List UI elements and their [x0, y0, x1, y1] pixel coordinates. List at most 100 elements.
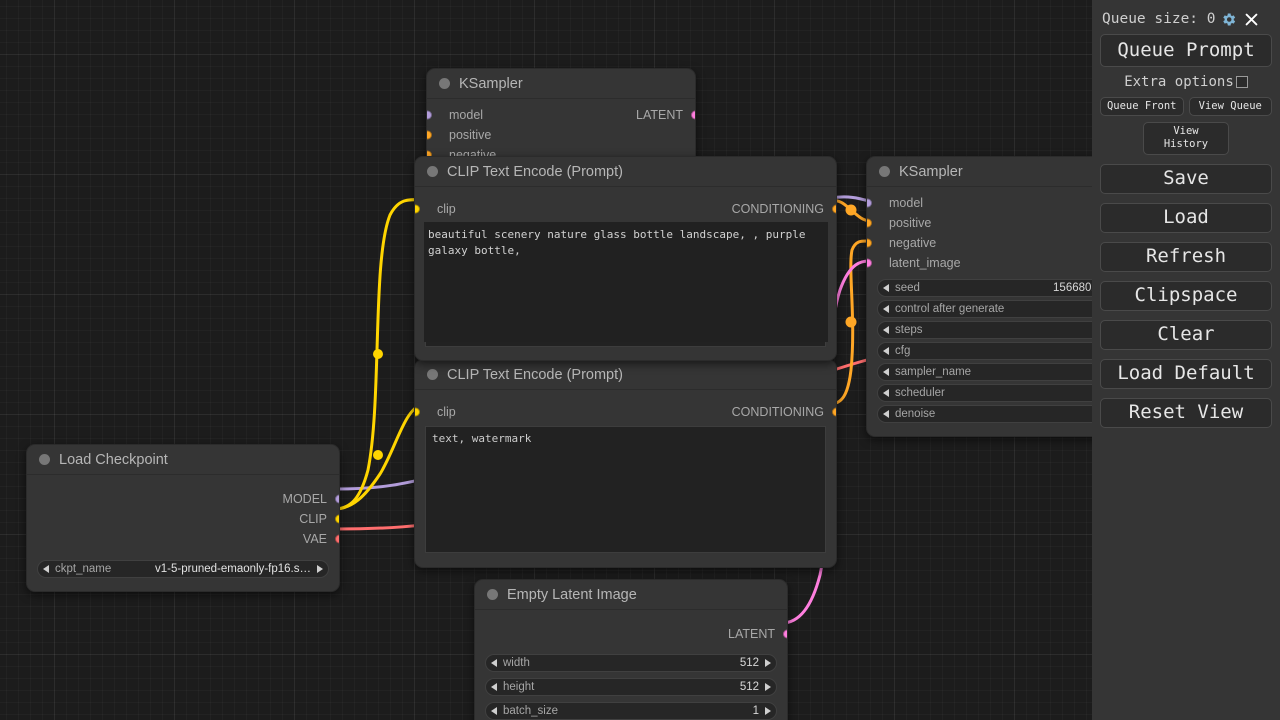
refresh-button[interactable]: Refresh: [1100, 242, 1272, 273]
widget-value-seed[interactable]: 1566802087: [1053, 282, 1092, 294]
widget-batch-size[interactable]: batch_size 1: [485, 702, 777, 720]
slot-row-negative[interactable]: negative: [867, 233, 1092, 253]
widget-label-height: height: [503, 681, 535, 693]
output-dot-latent[interactable]: [782, 629, 787, 639]
decrement-arrow-icon[interactable]: [883, 284, 889, 292]
slot-row-model-out[interactable]: MODEL: [27, 489, 339, 509]
increment-arrow-icon[interactable]: [317, 565, 323, 573]
output-dot-clip[interactable]: [334, 514, 339, 524]
graph-canvas[interactable]: KSampler model LATENT positive negative …: [0, 0, 1092, 720]
widget-label-width: width: [503, 657, 530, 669]
decrement-arrow-icon[interactable]: [883, 305, 889, 313]
reset-view-button[interactable]: Reset View: [1100, 398, 1272, 429]
input-label-model: model: [449, 108, 484, 122]
decrement-arrow-icon[interactable]: [883, 347, 889, 355]
node-title-bar[interactable]: KSampler: [427, 69, 695, 99]
decrement-arrow-icon[interactable]: [883, 368, 889, 376]
slot-row-vae-out[interactable]: VAE: [27, 529, 339, 549]
widget-value-width[interactable]: 512: [739, 657, 759, 669]
output-dot-conditioning[interactable]: [831, 204, 836, 214]
widget-scheduler[interactable]: scheduler: [877, 384, 1092, 402]
prompt-textarea-editor[interactable]: [424, 222, 828, 342]
input-dot-positive[interactable]: [867, 218, 872, 228]
decrement-arrow-icon[interactable]: [43, 565, 49, 573]
slot-row-clip[interactable]: clip CONDITIONING: [415, 199, 836, 219]
widget-ckpt-name[interactable]: ckpt_name v1-5-pruned-emaonly-fp16.s…: [37, 560, 329, 578]
clipspace-button[interactable]: Clipspace: [1100, 281, 1272, 312]
collapse-toggle-icon[interactable]: [879, 166, 890, 177]
node-title-bar[interactable]: Empty Latent Image: [475, 580, 787, 610]
output-dot-vae[interactable]: [334, 534, 339, 544]
node-clip-text-encode-negative[interactable]: CLIP Text Encode (Prompt) clip CONDITION…: [414, 359, 837, 568]
collapse-toggle-icon[interactable]: [427, 369, 438, 380]
extra-options-row[interactable]: Extra options: [1100, 74, 1272, 90]
decrement-arrow-icon[interactable]: [883, 389, 889, 397]
view-history-button[interactable]: View History: [1143, 122, 1229, 156]
collapse-toggle-icon[interactable]: [439, 78, 450, 89]
widget-cfg[interactable]: cfg: [877, 342, 1092, 360]
collapse-toggle-icon[interactable]: [39, 454, 50, 465]
input-dot-negative[interactable]: [867, 238, 872, 248]
widget-value-batch-size[interactable]: 1: [752, 705, 759, 717]
increment-arrow-icon[interactable]: [765, 683, 771, 691]
decrement-arrow-icon[interactable]: [883, 326, 889, 334]
slot-row-latent-out[interactable]: LATENT: [475, 624, 787, 644]
widget-label-control-after-generate: control after generate: [895, 303, 1005, 315]
widget-value-ckpt-name[interactable]: v1-5-pruned-emaonly-fp16.s…: [155, 563, 311, 575]
extra-options-checkbox[interactable]: [1235, 76, 1248, 88]
widget-width[interactable]: width 512: [485, 654, 777, 672]
node-title-bar[interactable]: CLIP Text Encode (Prompt): [415, 360, 836, 390]
input-dot-clip[interactable]: [415, 204, 420, 214]
save-button[interactable]: Save: [1100, 164, 1272, 195]
slot-row-model[interactable]: model: [867, 193, 1092, 213]
node-title-label: KSampler: [899, 163, 963, 180]
collapse-toggle-icon[interactable]: [427, 166, 438, 177]
output-label-conditioning: CONDITIONING: [731, 202, 824, 216]
node-load-checkpoint[interactable]: Load Checkpoint MODEL CLIP VAE ckpt_name…: [26, 444, 340, 592]
slot-row-latent-image[interactable]: latent_image: [867, 253, 1092, 273]
node-title-bar[interactable]: KSampler: [867, 157, 1092, 187]
input-dot-clip[interactable]: [415, 407, 420, 417]
node-ksampler-2[interactable]: KSampler model positive negative latent_…: [866, 156, 1092, 437]
clear-button[interactable]: Clear: [1100, 320, 1272, 351]
output-label-clip: CLIP: [299, 512, 327, 526]
input-dot-model[interactable]: [427, 110, 432, 120]
slot-row-clip[interactable]: clip CONDITIONING: [415, 402, 836, 422]
slot-row-positive[interactable]: positive: [867, 213, 1092, 233]
node-title-bar[interactable]: Load Checkpoint: [27, 445, 339, 475]
load-button[interactable]: Load: [1100, 203, 1272, 234]
input-dot-positive[interactable]: [427, 130, 432, 140]
widget-value-height[interactable]: 512: [739, 681, 759, 693]
queue-front-button[interactable]: Queue Front: [1100, 97, 1184, 116]
node-title-bar[interactable]: CLIP Text Encode (Prompt): [415, 157, 836, 187]
decrement-arrow-icon[interactable]: [491, 707, 497, 715]
widget-denoise[interactable]: denoise: [877, 405, 1092, 423]
text-widget-negative-prompt[interactable]: text, watermark: [425, 426, 826, 553]
input-dot-model[interactable]: [867, 198, 872, 208]
slot-row-positive[interactable]: positive: [427, 125, 695, 145]
decrement-arrow-icon[interactable]: [491, 683, 497, 691]
increment-arrow-icon[interactable]: [765, 707, 771, 715]
widget-steps[interactable]: steps: [877, 321, 1092, 339]
widget-label-batch-size: batch_size: [503, 705, 558, 717]
input-dot-latent-image[interactable]: [867, 258, 872, 268]
widget-height[interactable]: height 512: [485, 678, 777, 696]
queue-prompt-button[interactable]: Queue Prompt: [1100, 34, 1272, 67]
load-default-button[interactable]: Load Default: [1100, 359, 1272, 390]
decrement-arrow-icon[interactable]: [883, 410, 889, 418]
decrement-arrow-icon[interactable]: [491, 659, 497, 667]
close-icon[interactable]: [1243, 11, 1260, 28]
node-empty-latent-image[interactable]: Empty Latent Image LATENT width 512 heig…: [474, 579, 788, 720]
gear-icon[interactable]: [1220, 11, 1237, 28]
output-dot-model[interactable]: [334, 494, 339, 504]
slot-row-clip-out[interactable]: CLIP: [27, 509, 339, 529]
view-queue-button[interactable]: View Queue: [1188, 97, 1272, 116]
widget-control-after-generate[interactable]: control after generate ran: [877, 300, 1092, 318]
increment-arrow-icon[interactable]: [765, 659, 771, 667]
widget-sampler-name[interactable]: sampler_name: [877, 363, 1092, 381]
output-dot-latent[interactable]: [690, 110, 695, 120]
widget-seed[interactable]: seed 1566802087: [877, 279, 1092, 297]
output-dot-conditioning[interactable]: [831, 407, 836, 417]
slot-row-model[interactable]: model LATENT: [427, 105, 695, 125]
collapse-toggle-icon[interactable]: [487, 589, 498, 600]
